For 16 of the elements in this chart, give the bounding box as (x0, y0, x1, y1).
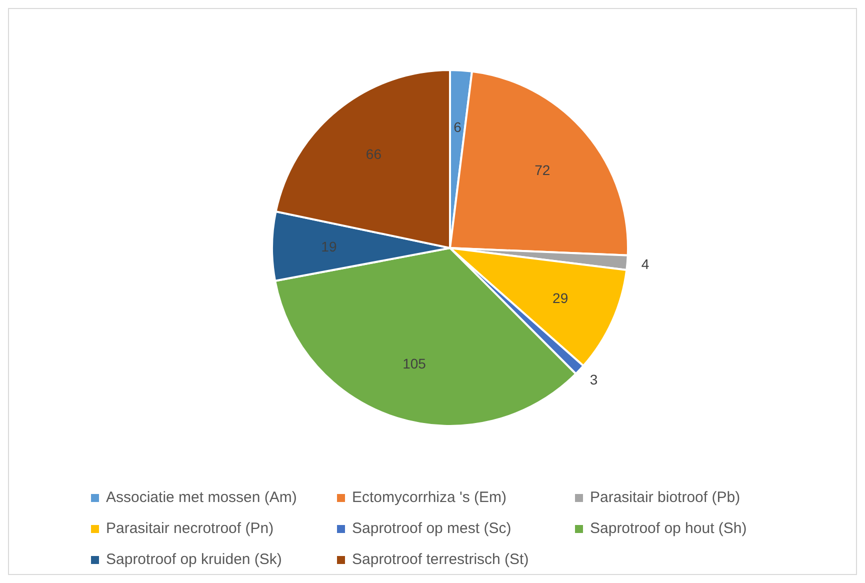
data-label: 3 (590, 371, 598, 388)
legend-label: Saprotroof op hout (Sh) (590, 520, 747, 537)
data-label: 72 (534, 162, 550, 178)
data-label: 6 (454, 119, 462, 136)
legend-label: Parasitair necrotroof (Pn) (106, 520, 274, 537)
legend-label: Saprotroof terrestrisch (St) (352, 551, 529, 568)
legend-label: Ectomycorrhiza 's (Em) (352, 489, 507, 506)
legend-label: Parasitair biotroof (Pb) (590, 489, 740, 506)
legend-label: Associatie met mossen (Am) (106, 489, 297, 506)
legend-label: Saprotroof op kruiden (Sk) (106, 551, 282, 568)
data-label: 105 (402, 356, 426, 372)
data-label: 19 (321, 238, 337, 255)
data-label: 29 (552, 290, 568, 306)
data-label: 66 (366, 146, 382, 162)
legend-label: Saprotroof op mest (Sc) (352, 520, 512, 537)
data-label: 4 (641, 256, 650, 272)
